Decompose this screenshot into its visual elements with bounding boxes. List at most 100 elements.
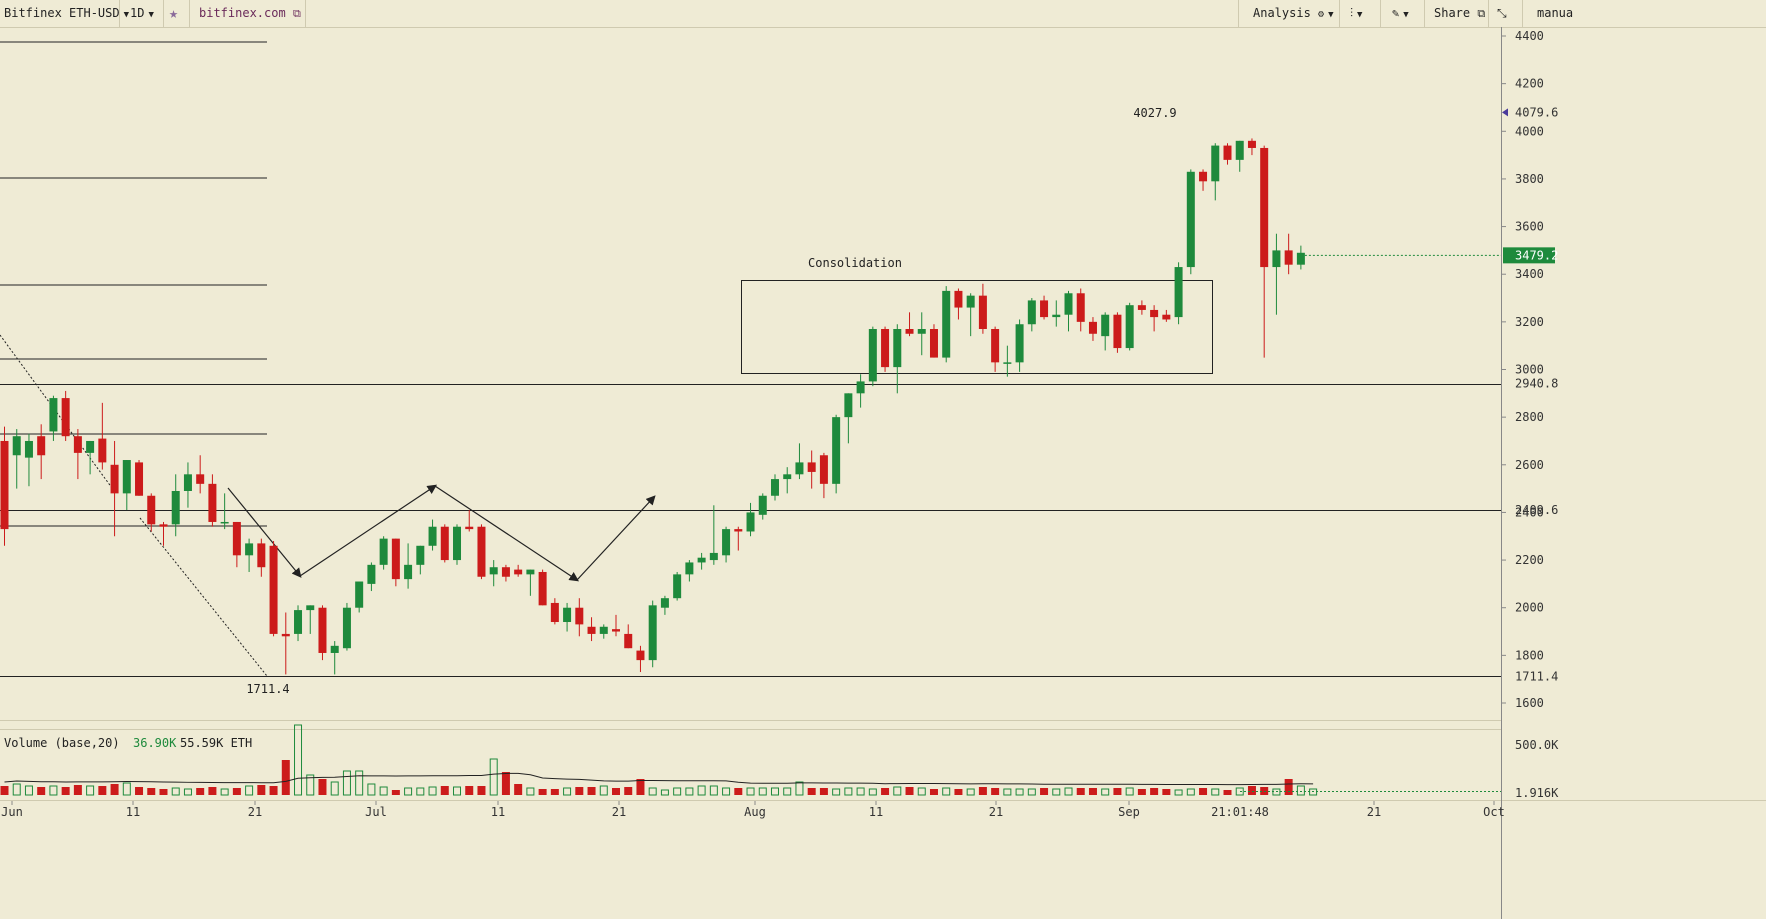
candle-body <box>379 538 388 565</box>
volume-bar <box>526 787 535 796</box>
volume-bar <box>1247 786 1256 795</box>
candle <box>795 443 804 480</box>
volume-bar <box>1162 789 1171 795</box>
candle-body <box>501 567 510 577</box>
volume-bar <box>1088 788 1097 795</box>
candle-body <box>232 521 241 556</box>
candle <box>12 429 21 489</box>
candle-body <box>171 490 180 525</box>
candle <box>966 293 975 337</box>
collapse-icon[interactable]: ⤡ <box>1497 6 1507 20</box>
trend-arrow <box>227 487 302 578</box>
candle <box>856 374 865 408</box>
volume-bar <box>24 785 33 796</box>
candle-body <box>86 440 95 453</box>
site-link[interactable]: bitfinex.com ⧉ <box>199 0 301 27</box>
candle <box>550 598 559 625</box>
volume-bar <box>489 758 498 796</box>
trend-arrow <box>434 485 580 582</box>
candle <box>1027 298 1036 332</box>
candle <box>37 424 46 480</box>
candle-body <box>391 538 400 580</box>
price-axis[interactable]: 4400 4200 4000 3800 3600 3400 3200 3000 2800 2600… <box>1501 27 1559 919</box>
candle <box>929 324 938 358</box>
volume-bar <box>465 786 474 795</box>
drawing-tools-menu[interactable]: ✎ ▼ <box>1392 0 1409 27</box>
volume-bar <box>636 779 645 795</box>
candle <box>1003 345 1012 377</box>
candle-body <box>196 474 205 484</box>
horizontal-levels <box>0 41 1766 801</box>
volume-bar <box>391 790 400 795</box>
candle-body <box>49 398 58 432</box>
volume-bar <box>844 787 853 796</box>
candle-body <box>1003 362 1012 364</box>
candle <box>1137 300 1146 315</box>
share-button[interactable]: Share ⧉ <box>1434 0 1485 27</box>
volume-bar <box>416 787 425 796</box>
candle-body <box>1137 305 1146 310</box>
candle-body <box>844 393 853 418</box>
volume-bar <box>269 786 278 795</box>
candle-body <box>135 462 144 496</box>
candle-body <box>722 529 731 556</box>
candles-icon: ⫶ <box>1350 6 1354 20</box>
candle <box>24 433 33 487</box>
candle-body <box>306 605 315 611</box>
volume-bar <box>294 724 303 796</box>
candle <box>465 510 474 532</box>
chart-type-menu[interactable]: ⫶ ▼ <box>1350 0 1362 27</box>
candle-body <box>893 329 902 368</box>
candle <box>86 440 95 475</box>
candles-layer <box>0 138 1305 675</box>
volume-legend-value: 55.59K ETH <box>180 736 252 750</box>
volume-bar <box>1186 788 1195 796</box>
volume-bar <box>807 788 816 795</box>
candle-body <box>1125 305 1134 349</box>
candle-body <box>599 626 608 634</box>
high-marker-icon <box>1502 108 1508 117</box>
volume-bar <box>37 787 46 795</box>
candle-body <box>1101 314 1110 337</box>
volume-bar <box>122 782 131 796</box>
candle <box>0 426 9 546</box>
favorite-star-icon[interactable]: ★ <box>169 4 179 22</box>
candle-body <box>355 581 364 608</box>
interval-selector[interactable]: 1D ▼ <box>130 0 154 27</box>
candle-body <box>954 290 963 308</box>
candle-body <box>550 602 559 623</box>
chevron-down-icon: ▼ <box>1403 10 1409 20</box>
consolidation-label: Consolidation <box>808 256 902 270</box>
pencil-icon: ✎ <box>1392 6 1400 20</box>
symbol-selector[interactable]: Bitfinex ETH-USD ▼ <box>4 0 129 27</box>
volume-bar <box>12 783 21 796</box>
candle <box>220 493 229 530</box>
chevron-down-icon: ▼ <box>1357 10 1363 20</box>
candle <box>844 393 853 444</box>
volume-bar <box>1052 788 1061 796</box>
time-axis[interactable]: Jun 11 21 Jul 11 21 Aug 11 21 Sep 21 Oct 21:01:48 <box>1 801 1505 819</box>
candle <box>1284 233 1293 275</box>
candle-body <box>685 562 694 575</box>
candle <box>1150 305 1159 332</box>
volume-bar <box>1223 790 1232 795</box>
candle-body <box>1064 293 1073 315</box>
time-tick-label: 21 <box>1367 805 1381 819</box>
candle-body <box>612 629 620 632</box>
candle <box>232 521 241 568</box>
candle <box>575 598 584 637</box>
current-price-label: 3479.2 <box>1515 248 1558 262</box>
volume-bar <box>1101 788 1110 796</box>
volume-bar <box>868 788 877 796</box>
candle <box>599 624 608 639</box>
analysis-label: Analysis <box>1253 6 1311 20</box>
candle-body <box>269 545 278 634</box>
volume-bar <box>135 787 144 795</box>
user-menu[interactable]: manua <box>1537 6 1574 20</box>
candle <box>648 600 657 668</box>
volume-legend-value: 36.90K <box>133 736 177 750</box>
analysis-menu[interactable]: Analysis ⚙ ▼ <box>1253 0 1333 27</box>
candle-body <box>783 474 792 480</box>
candle-body <box>24 440 33 458</box>
